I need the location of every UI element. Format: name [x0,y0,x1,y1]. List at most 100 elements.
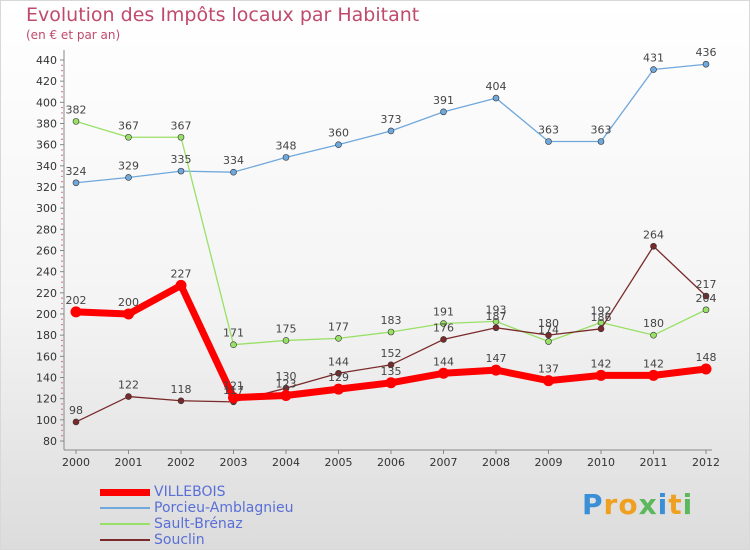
y-tick-label: 80 [43,435,57,448]
data-point-souclin [545,331,552,339]
y-minor-tick [61,212,63,215]
y-minor-tick [61,403,63,405]
data-label-villebois: 200 [118,296,139,309]
logo-letter: P [582,488,604,521]
data-label-sault-brenaz: 192 [591,304,612,317]
data-point-souclin [125,393,132,400]
data-point-souclin [72,418,80,426]
data-point-sault-brenaz [230,341,237,348]
y-minor-tick [61,323,63,326]
y-minor-tick [61,170,63,172]
x-tick-label: 2012 [692,456,720,469]
chart-title: Evolution des Impôts locaux par Habitant [26,4,420,26]
data-label-sault-brenaz: 177 [328,320,349,333]
y-minor-tick [61,392,63,395]
x-tick-label: 2009 [535,456,563,469]
data-point-porcieu-amblagnieu [702,60,710,68]
legend: VILLEBOIS Porcieu-Amblagnieu Sault-Bréna… [100,484,360,548]
data-point-porcieu-amblagnieu [230,168,237,176]
legend-swatch-souclin [100,539,150,541]
data-label-sault-brenaz: 367 [171,119,192,132]
data-point-villebois [280,389,292,401]
data-point-porcieu-amblagnieu [177,167,185,175]
data-label-sault-brenaz: 191 [433,306,454,319]
proxiti-logo: Proxiti [582,488,693,521]
data-label-souclin: 217 [696,278,717,291]
data-point-villebois [228,392,239,404]
data-label-porcieu-amblagnieu: 404 [486,80,507,93]
legend-item-villebois: VILLEBOIS [100,484,360,500]
data-point-villebois [700,363,712,375]
data-label-porcieu-amblagnieu: 391 [433,94,454,107]
y-minor-tick [61,75,63,77]
data-label-souclin: 130 [276,370,297,383]
data-label-sault-brenaz: 171 [223,327,244,340]
y-minor-tick [61,435,63,437]
data-point-villebois [595,369,607,381]
y-tick-label: 280 [36,223,57,236]
data-point-villebois [333,383,344,395]
y-tick-label: 200 [36,308,57,321]
y-tick-label: 380 [36,118,57,131]
x-tick-label: 2010 [587,456,615,469]
data-point-porcieu-amblagnieu [72,179,80,187]
data-point-sault-brenaz [597,319,605,326]
data-label-sault-brenaz: 382 [66,103,87,116]
legend-item-souclin: Souclin [100,532,360,548]
data-label-villebois: 147 [486,352,507,365]
data-point-souclin [597,325,605,333]
y-minor-tick [61,202,63,204]
y-minor-tick [61,64,63,66]
data-label-porcieu-amblagnieu: 335 [171,153,192,166]
y-tick-label: 420 [36,75,57,88]
data-point-villebois [123,308,134,320]
legend-item-porcieu-amblagnieu: Porcieu-Amblagnieu [100,500,360,516]
y-minor-tick [61,159,63,162]
legend-label-souclin: Souclin [154,532,205,548]
y-minor-tick [61,233,63,236]
x-tick-label: 2003 [220,456,248,469]
x-tick-label: 2004 [272,456,300,469]
legend-label-sault-brenaz: Sault-Brénaz [154,516,243,532]
y-minor-tick [61,281,63,283]
y-minor-tick [61,191,63,193]
logo-letter: t [668,488,683,521]
data-label-souclin: 118 [171,383,192,396]
data-point-porcieu-amblagnieu [440,108,447,116]
data-label-souclin: 180 [538,317,559,330]
y-minor-tick [61,112,63,114]
data-label-porcieu-amblagnieu: 334 [223,154,244,167]
y-tick-label: 400 [36,96,57,109]
data-point-sault-brenaz [440,320,447,327]
y-tick-label: 160 [36,350,57,363]
y-minor-tick [61,223,63,225]
y-minor-tick [61,302,63,305]
data-point-porcieu-amblagnieu [650,66,657,73]
y-minor-tick [61,424,63,426]
y-minor-tick [61,106,63,109]
data-label-villebois: 137 [538,363,559,376]
x-tick-label: 2008 [482,456,510,469]
logo-letter: x [638,488,658,521]
data-point-sault-brenaz [650,331,657,339]
x-tick-label: 2007 [430,456,458,469]
y-tick-label: 120 [36,393,57,406]
y-minor-tick [61,276,63,278]
x-tick-label: 2002 [167,456,195,469]
y-minor-tick [61,345,63,347]
data-point-porcieu-amblagnieu [545,138,552,145]
y-tick-label: 340 [36,160,57,173]
y-tick-label: 240 [36,266,57,279]
y-minor-tick [61,239,63,241]
data-point-porcieu-amblagnieu [597,138,605,145]
y-minor-tick [61,387,63,389]
data-point-sault-brenaz [282,337,290,344]
data-label-porcieu-amblagnieu: 329 [118,159,139,172]
y-minor-tick [61,297,63,299]
data-point-souclin [335,369,342,377]
y-minor-tick [61,149,63,151]
y-minor-tick [61,255,63,257]
data-label-villebois: 135 [381,365,402,378]
